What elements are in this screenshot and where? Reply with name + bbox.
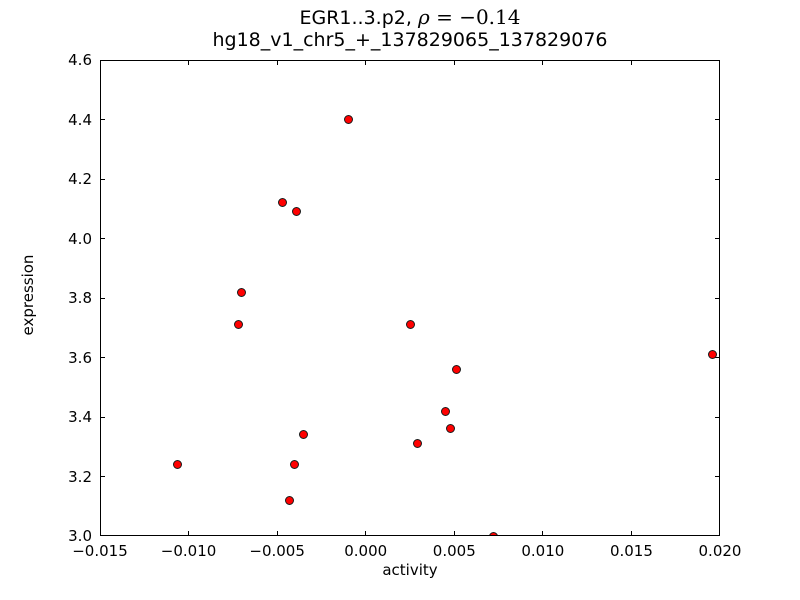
x-tick-label: −0.005 xyxy=(249,542,305,560)
y-tick-label: 3.0 xyxy=(68,527,92,545)
chart-title: EGR1..3.p2, ρ = −0.14 hg18_v1_chr5_+_137… xyxy=(100,6,720,51)
y-tick-label: 4.4 xyxy=(68,110,92,129)
data-point xyxy=(451,364,461,374)
y-tick-mark xyxy=(715,178,719,180)
x-tick-mark xyxy=(542,61,544,65)
chart-title-text: EGR1..3.p2, xyxy=(299,7,418,29)
x-tick-mark xyxy=(188,61,190,65)
data-point xyxy=(440,406,450,416)
y-tick-mark xyxy=(101,536,105,537)
y-tick-mark xyxy=(101,297,105,299)
chart-title-correlation: ρ = −0.14 xyxy=(418,5,521,29)
x-tick-mark xyxy=(365,61,367,65)
x-tick-mark xyxy=(630,531,632,535)
data-point xyxy=(488,531,498,535)
y-tick-mark xyxy=(101,60,105,61)
data-point xyxy=(233,320,243,330)
y-tick-mark xyxy=(101,416,105,418)
y-tick-label: 4.2 xyxy=(68,170,92,188)
x-tick-mark xyxy=(453,531,455,535)
y-tick-label: 3.6 xyxy=(68,348,92,367)
rho-symbol: ρ xyxy=(417,5,430,29)
x-axis-label: activity xyxy=(382,561,438,579)
x-tick-mark xyxy=(276,61,278,65)
x-tick-label: 0.015 xyxy=(609,542,653,560)
data-point xyxy=(277,198,287,208)
x-tick-mark xyxy=(276,531,278,535)
y-tick-mark xyxy=(101,476,105,477)
data-point xyxy=(405,320,415,330)
y-tick-label: 3.4 xyxy=(68,408,92,426)
x-tick-mark xyxy=(630,61,632,65)
plot-area xyxy=(100,60,720,536)
x-tick-label: 0.020 xyxy=(698,542,742,560)
data-point xyxy=(285,495,295,505)
x-tick-mark xyxy=(453,61,455,65)
y-tick-mark xyxy=(101,357,105,358)
x-tick-label: 0.000 xyxy=(344,542,388,560)
data-point xyxy=(292,207,302,217)
y-tick-label: 3.8 xyxy=(68,289,92,307)
chart-title-line1: EGR1..3.p2, ρ = −0.14 xyxy=(100,6,720,29)
data-point xyxy=(446,424,456,434)
data-point xyxy=(299,430,309,440)
x-tick-label: 0.010 xyxy=(521,542,565,560)
data-point xyxy=(237,287,247,297)
chart-subtitle: hg18_v1_chr5_+_137829065_137829076 xyxy=(212,29,608,51)
y-tick-mark xyxy=(715,357,719,358)
x-tick-mark xyxy=(542,531,544,535)
x-tick-mark xyxy=(720,61,721,65)
y-tick-label: 3.2 xyxy=(68,467,92,486)
x-tick-label: −0.010 xyxy=(160,542,217,560)
y-tick-mark xyxy=(101,119,105,120)
y-tick-mark xyxy=(101,178,105,180)
y-tick-mark xyxy=(715,119,719,120)
x-tick-mark xyxy=(365,531,367,535)
y-tick-mark xyxy=(715,238,719,239)
y-tick-label: 4.6 xyxy=(68,51,92,69)
y-tick-mark xyxy=(715,476,719,477)
y-tick-mark xyxy=(715,60,719,61)
y-tick-mark xyxy=(715,536,719,537)
x-tick-mark xyxy=(100,61,101,65)
y-tick-label: 4.0 xyxy=(68,229,92,248)
y-tick-mark xyxy=(715,416,719,418)
data-point xyxy=(412,439,422,449)
rho-value: = −0.14 xyxy=(436,5,521,29)
data-point xyxy=(343,115,353,124)
data-point xyxy=(290,460,300,470)
x-tick-label: 0.005 xyxy=(432,542,476,560)
x-tick-mark xyxy=(188,531,190,535)
data-point xyxy=(708,350,718,360)
data-point xyxy=(173,460,183,470)
y-tick-mark xyxy=(715,297,719,299)
x-tick-label: −0.015 xyxy=(72,542,128,560)
y-tick-mark xyxy=(101,238,105,239)
x-tick-mark xyxy=(100,531,101,535)
x-tick-mark xyxy=(720,531,721,535)
